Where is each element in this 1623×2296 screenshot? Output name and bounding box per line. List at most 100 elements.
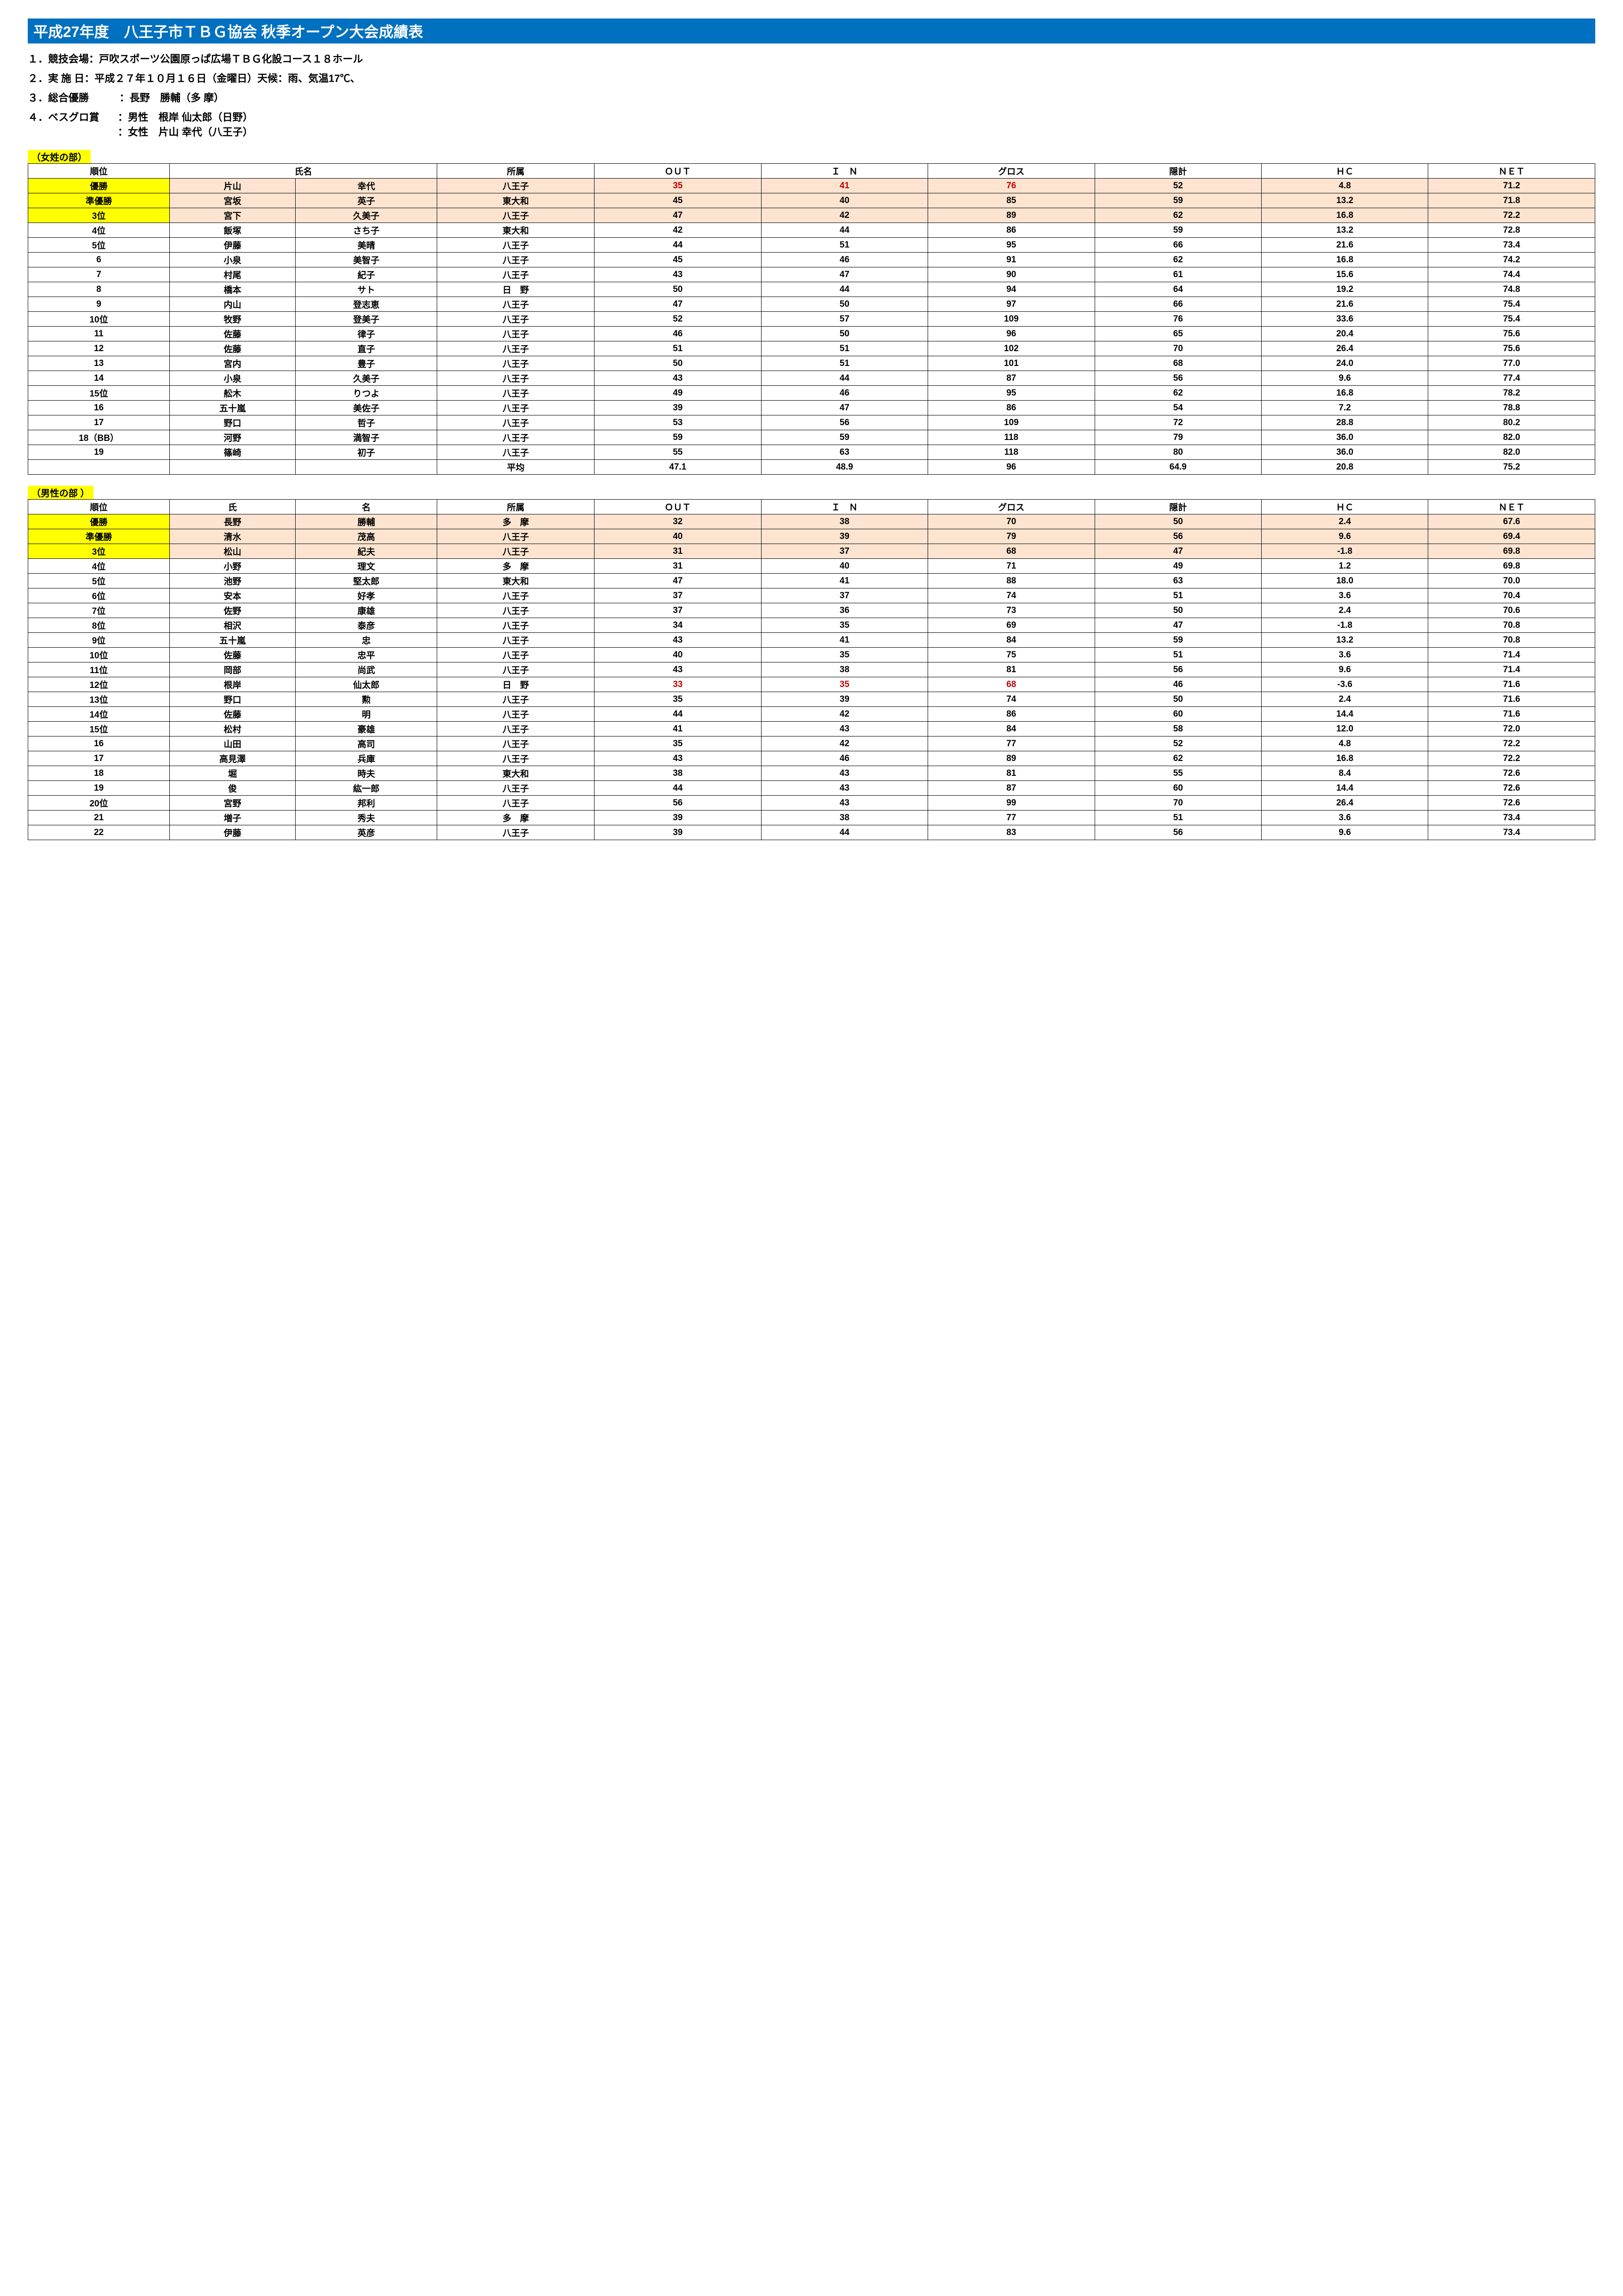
cell-hc: 26.4	[1261, 796, 1428, 811]
cell-aff: 八王子	[437, 618, 595, 633]
cell-hidden: 51	[1095, 588, 1261, 603]
cell-rank: 16	[28, 401, 170, 415]
th-hidden: 隠計	[1095, 500, 1261, 514]
cell-givenname: 登志恵	[296, 297, 437, 312]
th-giv: 名	[296, 500, 437, 514]
cell-in: 56	[761, 415, 928, 430]
cell-surname: 飯塚	[170, 223, 296, 238]
table-row: 14位佐藤明八王子4442866014.471.6	[28, 707, 1595, 722]
cell-hidden: 50	[1095, 514, 1261, 529]
cell-surname: 佐藤	[170, 341, 296, 356]
table-row: 15位舩木りつよ八王子4946956216.878.2	[28, 386, 1595, 401]
cell-aff: 八王子	[437, 401, 595, 415]
cell-net: 80.2	[1428, 415, 1595, 430]
cell-hidden: 56	[1095, 371, 1261, 386]
cell-hidden: 51	[1095, 648, 1261, 662]
cell-net: 72.2	[1428, 208, 1595, 223]
table-row: 10位佐藤忠平八王子403575513.671.4	[28, 648, 1595, 662]
cell-out: 43	[595, 371, 761, 386]
cell-out: 40	[595, 648, 761, 662]
cell-net: 71.6	[1428, 707, 1595, 722]
cell-net: 75.6	[1428, 327, 1595, 341]
cell-out: 44	[595, 707, 761, 722]
cell-gross: 74	[928, 692, 1095, 707]
cell-in: 43	[761, 781, 928, 796]
cell-givenname: 忠平	[296, 648, 437, 662]
cell-hidden: 56	[1095, 662, 1261, 677]
cell-surname: 篠崎	[170, 445, 296, 460]
cell-out: 59	[595, 430, 761, 445]
cell-in: 37	[761, 588, 928, 603]
cell-out: 43	[595, 267, 761, 282]
cell-surname: 伊藤	[170, 825, 296, 840]
cell-surname: 岡部	[170, 662, 296, 677]
cell-net: 78.2	[1428, 386, 1595, 401]
cell-givenname: 哲子	[296, 415, 437, 430]
cell-surname: 佐藤	[170, 327, 296, 341]
table-row: 8位相沢泰彦八王子34356947-1.870.8	[28, 618, 1595, 633]
cell-hc: 21.6	[1261, 238, 1428, 253]
th-in: Ｉ Ｎ	[761, 164, 928, 179]
table-row: 13宮内豊子八王子50511016824.077.0	[28, 356, 1595, 371]
cell-gross: 95	[928, 238, 1095, 253]
cell-surname: 内山	[170, 297, 296, 312]
table-row: 優勝長野勝輔多 摩323870502.467.6	[28, 514, 1595, 529]
table-row: 12佐藤直子八王子51511027026.475.6	[28, 341, 1595, 356]
cell-in: 47	[761, 401, 928, 415]
table-row: 5位池野堅太郎東大和4741886318.070.0	[28, 574, 1595, 588]
th-gross: グロス	[928, 500, 1095, 514]
cell-in: 41	[761, 179, 928, 193]
cell-surname: 片山	[170, 179, 296, 193]
table-row: 17野口哲子八王子53561097228.880.2	[28, 415, 1595, 430]
cell-gross: 118	[928, 430, 1095, 445]
table-row: 14小泉久美子八王子434487569.677.4	[28, 371, 1595, 386]
cell-in: 63	[761, 445, 928, 460]
cell-hc: 7.2	[1261, 401, 1428, 415]
cell-rank: 17	[28, 415, 170, 430]
cell-aff: 八王子	[437, 662, 595, 677]
cell-surname: 河野	[170, 430, 296, 445]
cell-givenname: 豊子	[296, 356, 437, 371]
info-bestgross-label: ４．ベスグロ賞	[28, 109, 99, 124]
cell-hidden: 79	[1095, 430, 1261, 445]
cell-out: 50	[595, 356, 761, 371]
cell-rank: 14位	[28, 707, 170, 722]
cell-gross: 77	[928, 811, 1095, 825]
cell-out: 44	[595, 781, 761, 796]
cell-rank: 9	[28, 297, 170, 312]
cell-net: 71.6	[1428, 677, 1595, 692]
cell-rank: 18（BB）	[28, 430, 170, 445]
cell-surname: 松山	[170, 544, 296, 559]
cell-rank: 7位	[28, 603, 170, 618]
cell-hidden: 54	[1095, 401, 1261, 415]
cell-givenname: 仙太郎	[296, 677, 437, 692]
cell-rank: 8位	[28, 618, 170, 633]
cell-in: 42	[761, 208, 928, 223]
cell-hidden: 63	[1095, 574, 1261, 588]
cell-surname: 堀	[170, 766, 296, 781]
cell-hidden: 72	[1095, 415, 1261, 430]
cell-rank: 5位	[28, 238, 170, 253]
info-champion: ３．総合優勝 ：長野 勝輔（多 摩）	[28, 90, 1595, 105]
cell-surname: 清水	[170, 529, 296, 544]
cell-givenname: 兵庫	[296, 751, 437, 766]
cell-gross: 95	[928, 386, 1095, 401]
cell-in: 42	[761, 707, 928, 722]
cell-givenname: 秀夫	[296, 811, 437, 825]
cell-aff: 八王子	[437, 297, 595, 312]
th-in: Ｉ Ｎ	[761, 500, 928, 514]
table-row: 3位宮下久美子八王子4742896216.872.2	[28, 208, 1595, 223]
cell-rank: 17	[28, 751, 170, 766]
cell-givenname: 初子	[296, 445, 437, 460]
avg-in: 48.9	[761, 460, 928, 475]
th-gross: グロス	[928, 164, 1095, 179]
cell-hidden: 66	[1095, 238, 1261, 253]
cell-rank: 16	[28, 736, 170, 751]
cell-surname: 野口	[170, 415, 296, 430]
cell-rank: 4位	[28, 223, 170, 238]
cell-givenname: 勲	[296, 692, 437, 707]
cell-net: 77.4	[1428, 371, 1595, 386]
cell-in: 40	[761, 193, 928, 208]
cell-net: 72.2	[1428, 736, 1595, 751]
cell-gross: 94	[928, 282, 1095, 297]
